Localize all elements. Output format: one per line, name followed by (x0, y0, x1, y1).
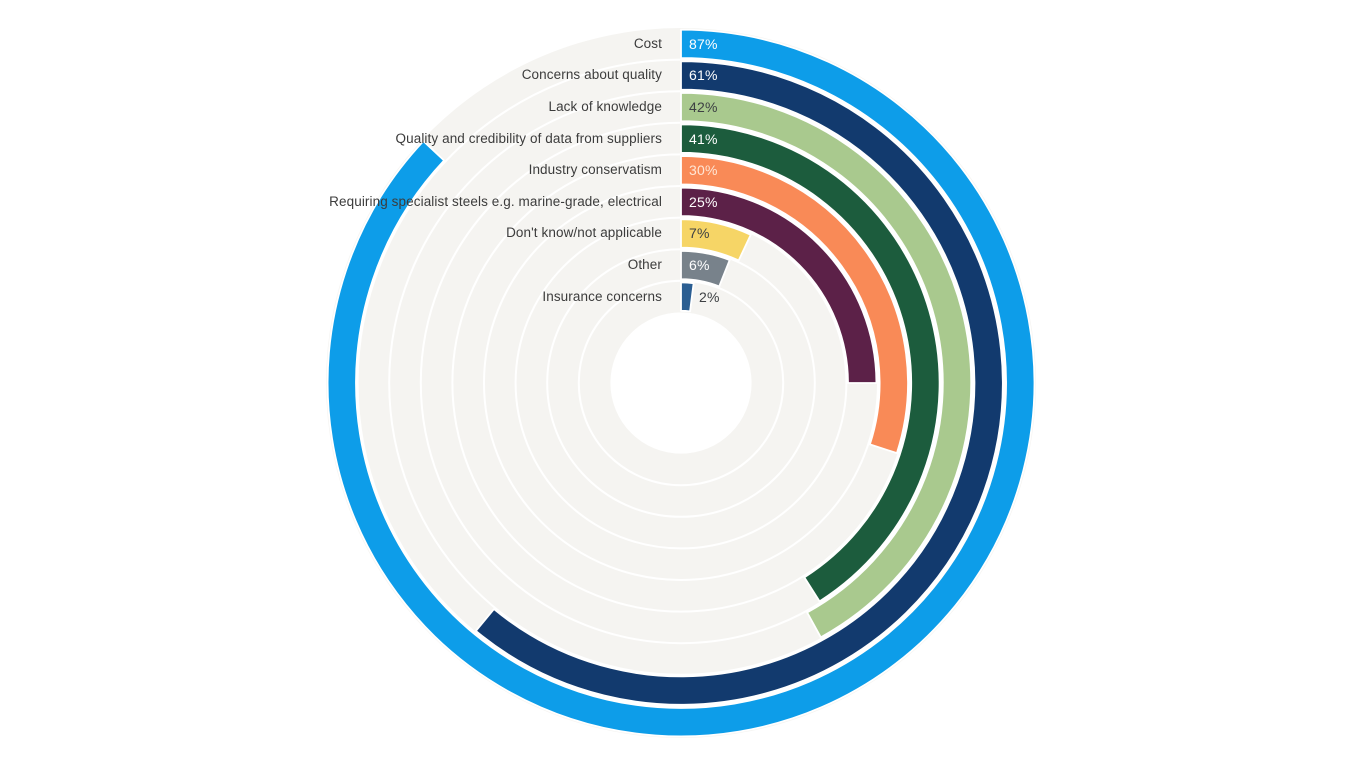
category-label: Other (627, 257, 662, 272)
chart-center-hole (610, 312, 752, 454)
ring-gridline (419, 121, 943, 645)
ring-gridline (514, 216, 848, 550)
value-label: 30% (689, 162, 718, 179)
value-label: 87% (689, 35, 718, 52)
ring-arc[interactable] (326, 28, 1036, 738)
ring-gridline (546, 248, 816, 518)
ring-gridline (388, 90, 974, 676)
ring-arc[interactable] (680, 186, 878, 384)
category-label: Industry conservatism (528, 162, 662, 178)
category-label: Insurance concerns (542, 288, 662, 304)
category-label: Requiring specialist steels e.g. marine-… (329, 193, 662, 209)
value-label: 41% (689, 130, 718, 147)
ring-gridline (356, 58, 1006, 708)
ring-arc[interactable] (680, 281, 695, 313)
category-label: Concerns about quality (521, 67, 662, 83)
value-label: 2% (699, 288, 720, 305)
ring-arc[interactable] (680, 123, 941, 603)
category-label: Quality and credibility of data from sup… (395, 130, 662, 146)
value-label: 25% (689, 193, 718, 210)
value-label: 7% (689, 225, 710, 242)
ring-arc[interactable] (680, 155, 909, 455)
value-label: 6% (689, 257, 710, 273)
ring-gridline (483, 185, 879, 581)
ring-gridline (577, 279, 785, 487)
category-label: Cost (633, 35, 662, 51)
ring-arc[interactable] (680, 91, 973, 639)
ring-arc[interactable] (680, 218, 752, 262)
ring-arc[interactable] (474, 60, 1004, 706)
category-label: Lack of knowledge (548, 99, 662, 114)
ring-arc[interactable] (680, 249, 731, 288)
value-label: 61% (689, 67, 718, 84)
ring-gridline (451, 153, 911, 613)
value-label: 42% (689, 99, 718, 115)
category-label: Don't know/not applicable (506, 225, 662, 241)
